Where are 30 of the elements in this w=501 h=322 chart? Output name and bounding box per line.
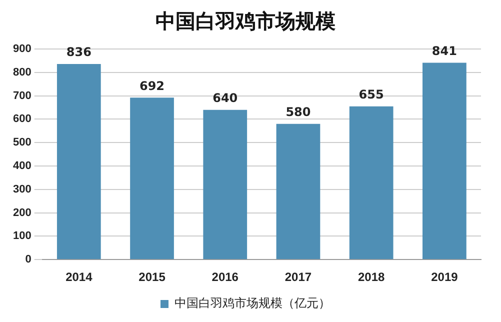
bar — [130, 98, 174, 260]
x-tick-label: 2019 — [431, 270, 458, 284]
y-tick-label: 800 — [12, 66, 32, 78]
chart-title: 中国白羽鸡市场规模 — [156, 9, 336, 34]
x-tick-label: 2016 — [212, 270, 239, 284]
data-label: 841 — [432, 44, 457, 58]
data-label: 640 — [212, 90, 238, 105]
y-tick-label: 200 — [12, 206, 32, 219]
x-tick-label: 2017 — [284, 270, 312, 284]
bar — [203, 110, 248, 260]
y-tick-label: 700 — [12, 90, 32, 102]
data-label: 580 — [286, 105, 311, 120]
y-tick-label: 900 — [12, 43, 32, 56]
x-tick-label: 2015 — [138, 270, 166, 284]
bar — [56, 64, 101, 260]
y-tick-label: 400 — [12, 160, 32, 172]
y-tick-label: 0 — [25, 254, 32, 266]
y-tick-label: 300 — [12, 183, 32, 196]
x-tick-label: 2014 — [66, 270, 93, 284]
bar — [349, 106, 394, 260]
x-tick-label: 2018 — [358, 270, 386, 284]
bar — [422, 62, 466, 260]
bar — [276, 124, 320, 260]
data-label: 655 — [358, 87, 384, 102]
y-tick-label: 600 — [12, 113, 32, 126]
legend-label: 中国白羽鸡市场规模（亿元） — [174, 296, 330, 310]
data-label: 836 — [66, 45, 92, 60]
y-tick-label: 500 — [12, 136, 32, 149]
y-tick-label: 100 — [12, 230, 32, 242]
data-label: 692 — [139, 78, 165, 93]
